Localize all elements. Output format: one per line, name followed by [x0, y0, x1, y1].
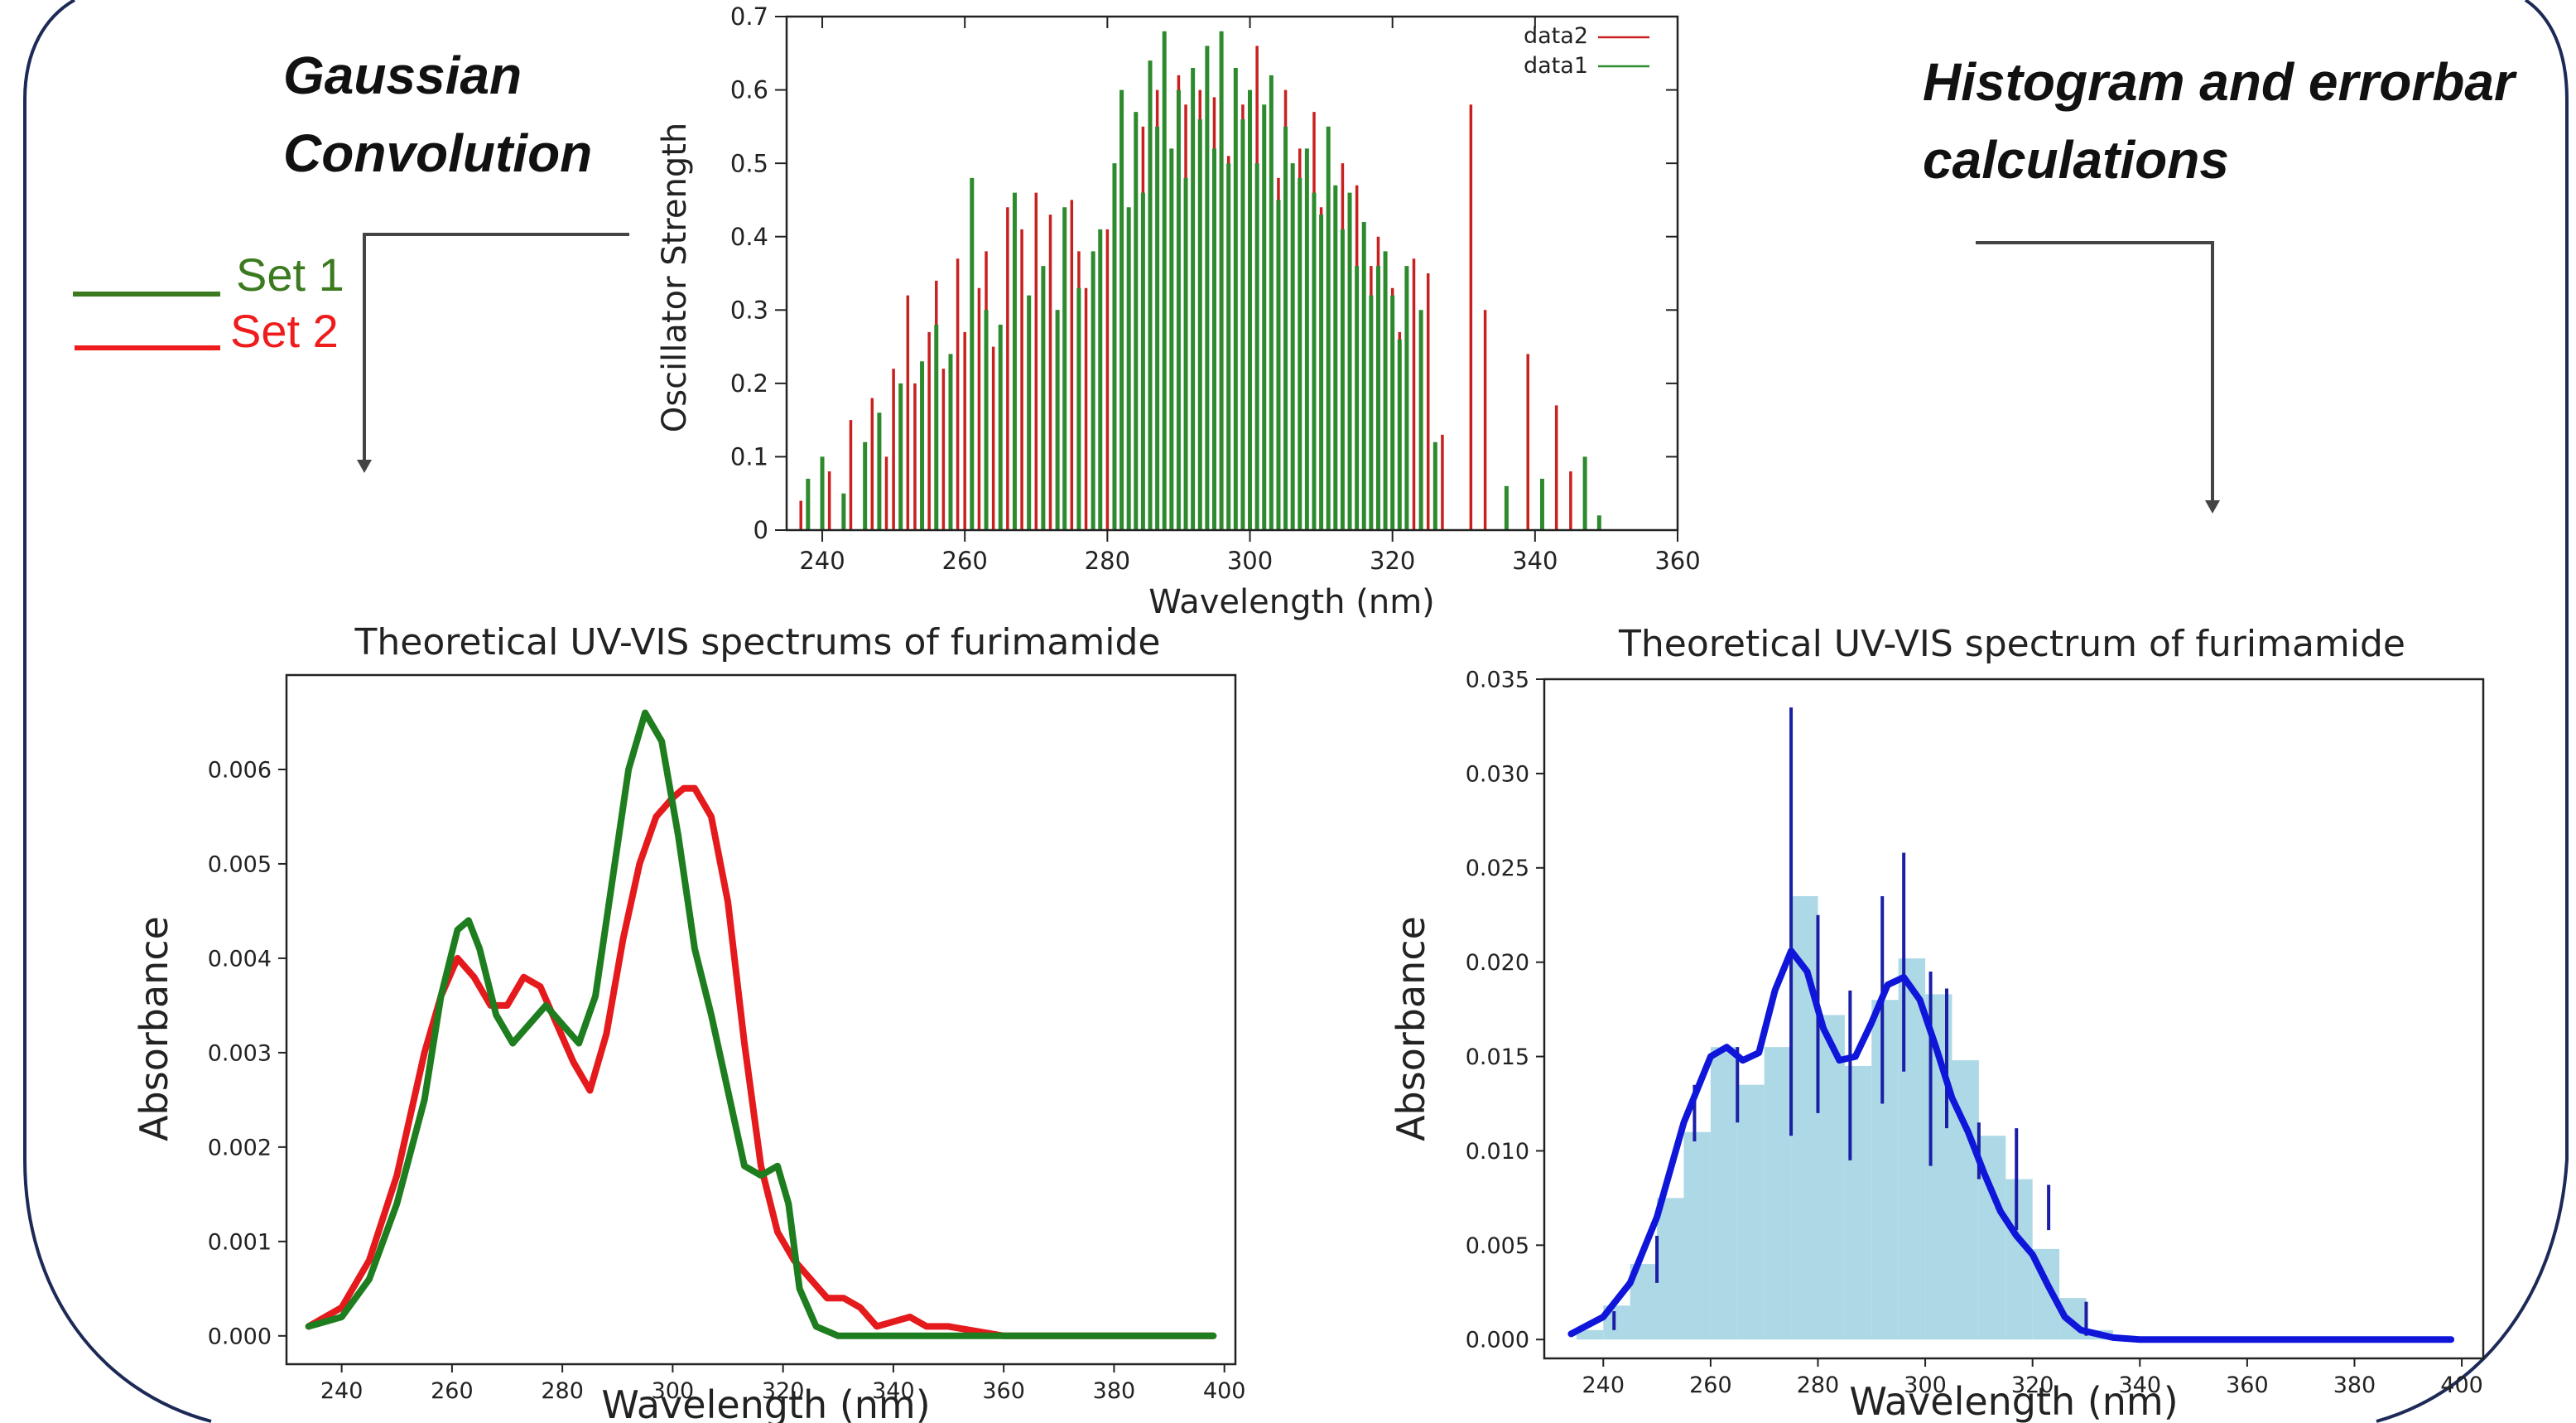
y-tick-label: 0.030 [1466, 761, 1529, 787]
histogram-bar [1871, 1000, 1899, 1340]
y-tick-label: 0.1 [730, 443, 768, 471]
outer-rounded-border [23, 0, 2569, 1423]
y-tick-label: 0.020 [1466, 950, 1529, 976]
x-tick-label: 280 [1085, 547, 1130, 575]
y-tick-label: 0.025 [1466, 856, 1529, 881]
y-tick-label: 0.002 [208, 1135, 272, 1160]
y-tick-label: 0.5 [730, 149, 768, 177]
x-tick-label: 340 [872, 1378, 915, 1404]
y-tick-label: 0.004 [208, 946, 272, 972]
histogram-bar [1818, 1015, 1845, 1340]
y-axis-label: Absorbance [1391, 916, 1433, 1141]
y-tick-label: 0.015 [1466, 1044, 1529, 1070]
x-tick-label: 360 [1654, 547, 1700, 575]
histogram-errorbar-caption: Histogram and errorbar calculations [1923, 43, 2569, 199]
y-tick-label: 0.000 [1466, 1328, 1529, 1353]
histogram-bar [1764, 1047, 1792, 1340]
chart-title: Theoretical UV-VIS spectrum of furimamid… [1618, 623, 2405, 665]
set2-swatch [75, 345, 220, 350]
histogram-bar [1737, 1084, 1765, 1340]
x-tick-label: 280 [541, 1378, 584, 1404]
stick-spectrum-chart: Oscillator Strength Wavelength (nm) data… [656, 2, 1701, 621]
caption-line: calculations [1923, 130, 2229, 190]
x-tick-label: 260 [1689, 1372, 1732, 1398]
x-tick-label: 300 [1227, 547, 1273, 575]
y-tick-label: 0.035 [1466, 667, 1529, 692]
y-tick-label: 0 [754, 516, 768, 544]
x-tick-label: 360 [2226, 1372, 2269, 1398]
x-tick-label: 240 [320, 1378, 364, 1404]
histogram-bar [1791, 895, 1818, 1340]
uvvis-line-chart: Theoretical UV-VIS spectrums of furimami… [132, 621, 1246, 1423]
y-tick-label: 0.005 [1466, 1233, 1529, 1259]
set1-swatch [73, 292, 220, 297]
x-tick-label: 360 [982, 1378, 1025, 1404]
plot-frame [785, 15, 1679, 532]
y-tick-label: 0.6 [730, 76, 768, 104]
left-connector-arrow [357, 233, 629, 473]
x-tick-label: 260 [431, 1378, 474, 1404]
caption-line: Gaussian [283, 46, 522, 105]
chart-title: Theoretical UV-VIS spectrums of furimami… [354, 621, 1161, 663]
y-tick-label: 0.000 [208, 1324, 272, 1349]
y-tick-label: 0.4 [730, 223, 768, 251]
histogram-bar [2005, 1179, 2033, 1340]
x-tick-label: 320 [762, 1378, 805, 1404]
y-axis-label: Oscillator Strength [656, 123, 694, 433]
x-tick-label: 340 [2119, 1372, 2162, 1398]
x-tick-label: 320 [1370, 547, 1415, 575]
legend: data2 data1 [1524, 23, 1649, 79]
x-tick-label: 400 [2440, 1372, 2483, 1398]
x-tick-label: 300 [652, 1378, 695, 1404]
x-tick-label: 380 [2333, 1372, 2376, 1398]
set2-spectrum-line [305, 784, 1217, 1339]
uvvis-histogram-chart: Theoretical UV-VIS spectrum of furimamid… [1391, 623, 2485, 1423]
y-tick-label: 0.006 [208, 757, 272, 783]
density-curve [1567, 948, 2455, 1343]
histogram-bar [1576, 1329, 1604, 1340]
x-tick-label: 240 [1582, 1372, 1625, 1398]
y-tick-label: 0.001 [208, 1229, 272, 1255]
histogram-bar [1657, 1198, 1684, 1340]
x-tick-label: 280 [1797, 1372, 1840, 1398]
set1-label: Set 1 [236, 248, 344, 301]
y-tick-label: 0.7 [730, 2, 768, 31]
x-axis-label: Wavelength (nm) [1849, 1379, 2178, 1423]
x-tick-label: 260 [942, 547, 988, 575]
plot-frame [1543, 678, 2485, 1360]
y-axis-label: Absorbance [132, 916, 176, 1141]
set1-spectrum-line [305, 709, 1217, 1339]
right-connector-arrow [1976, 241, 2220, 514]
x-tick-label: 380 [1093, 1378, 1136, 1404]
x-tick-label: 340 [1512, 547, 1558, 575]
caption-line: Convolution [283, 123, 593, 183]
gaussian-convolution-caption: Gaussian Convolution [283, 36, 631, 192]
plot-frame [285, 673, 1237, 1366]
caption-line: Histogram and errorbar [1923, 52, 2515, 112]
x-tick-label: 400 [1203, 1378, 1246, 1404]
x-axis-label: Wavelength (nm) [601, 1382, 930, 1423]
y-tick-label: 0.005 [208, 851, 272, 877]
x-axis-label: Wavelength (nm) [1148, 583, 1435, 621]
x-tick-label: 300 [1904, 1372, 1947, 1398]
histogram-bar [1710, 1047, 1738, 1340]
y-tick-label: 0.003 [208, 1040, 272, 1066]
x-tick-label: 240 [799, 547, 845, 575]
y-tick-label: 0.2 [730, 369, 768, 398]
legend-label-data2: data2 [1524, 23, 1588, 49]
legend-label-data1: data1 [1524, 53, 1588, 79]
set2-label: Set 2 [230, 305, 339, 357]
y-tick-label: 0.010 [1466, 1139, 1529, 1165]
y-tick-label: 0.3 [730, 296, 768, 324]
x-tick-label: 320 [2011, 1372, 2054, 1398]
histogram-bar [1683, 1131, 1711, 1340]
